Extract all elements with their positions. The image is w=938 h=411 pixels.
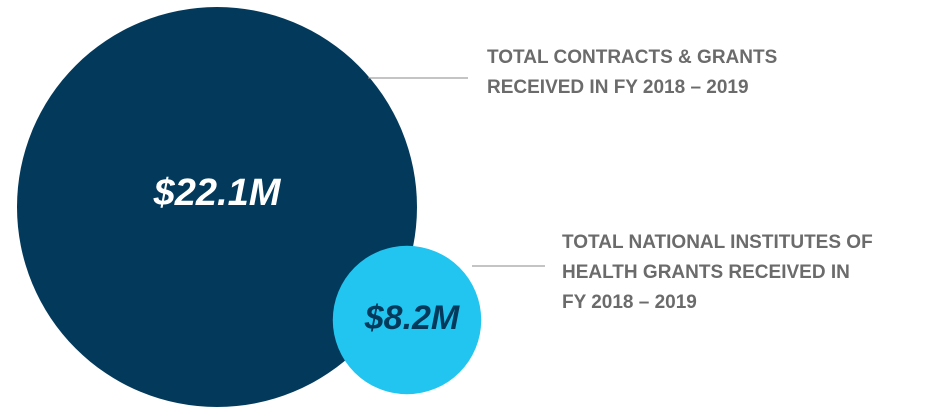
- category-label: RECEIVED IN FY 2018 – 2019: [487, 77, 749, 98]
- bubble: [332, 245, 482, 395]
- value-label: $22.1M: [153, 172, 282, 214]
- category-label: FY 2018 – 2019: [562, 292, 697, 313]
- category-label: HEALTH GRANTS RECEIVED IN: [562, 262, 850, 283]
- bubble: [17, 7, 417, 407]
- value-label: $8.2M: [364, 299, 460, 337]
- category-label: TOTAL NATIONAL INSTITUTES OF: [562, 232, 873, 253]
- category-label: TOTAL CONTRACTS & GRANTS: [487, 47, 777, 68]
